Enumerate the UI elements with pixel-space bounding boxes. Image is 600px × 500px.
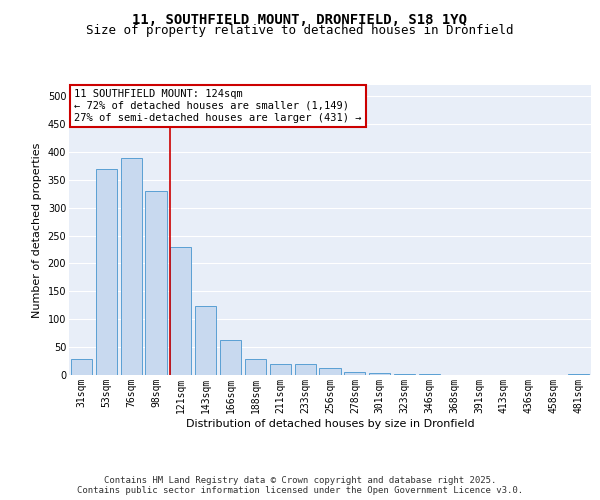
- Y-axis label: Number of detached properties: Number of detached properties: [32, 142, 42, 318]
- Bar: [170, 246, 191, 375]
- Bar: [295, 364, 316, 375]
- Text: Contains HM Land Registry data © Crown copyright and database right 2025.
Contai: Contains HM Land Registry data © Crown c…: [77, 476, 523, 495]
- Text: Size of property relative to detached houses in Dronfield: Size of property relative to detached ho…: [86, 24, 514, 37]
- X-axis label: Distribution of detached houses by size in Dronfield: Distribution of detached houses by size …: [185, 418, 475, 428]
- Bar: [394, 374, 415, 375]
- Bar: [71, 360, 92, 375]
- Bar: [220, 340, 241, 375]
- Bar: [195, 306, 216, 375]
- Bar: [419, 374, 440, 375]
- Bar: [568, 374, 589, 375]
- Text: 11 SOUTHFIELD MOUNT: 124sqm
← 72% of detached houses are smaller (1,149)
27% of : 11 SOUTHFIELD MOUNT: 124sqm ← 72% of det…: [74, 90, 362, 122]
- Bar: [121, 158, 142, 375]
- Bar: [319, 368, 341, 375]
- Bar: [369, 373, 390, 375]
- Bar: [145, 191, 167, 375]
- Bar: [96, 168, 117, 375]
- Bar: [270, 364, 291, 375]
- Bar: [344, 372, 365, 375]
- Text: 11, SOUTHFIELD MOUNT, DRONFIELD, S18 1YQ: 11, SOUTHFIELD MOUNT, DRONFIELD, S18 1YQ: [133, 12, 467, 26]
- Bar: [245, 360, 266, 375]
